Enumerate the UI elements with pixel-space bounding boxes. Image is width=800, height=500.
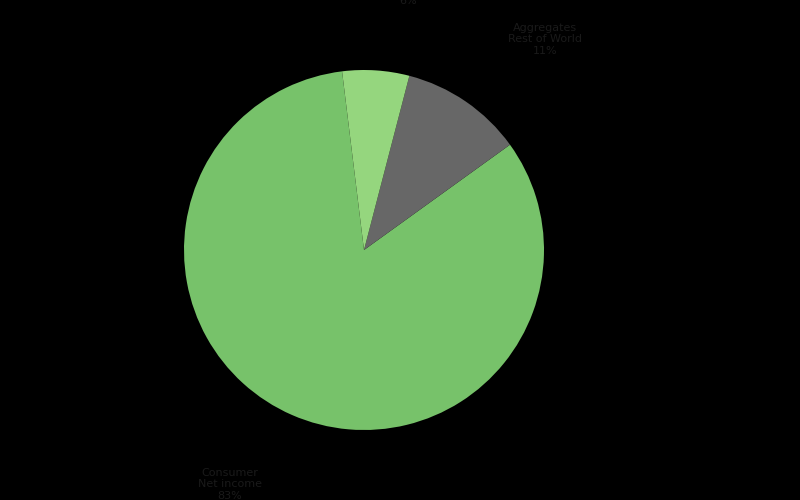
Text: Aggregates
Rest of World
11%: Aggregates Rest of World 11% (509, 22, 582, 56)
Text: Consumer
Net income
83%: Consumer Net income 83% (198, 468, 262, 500)
Wedge shape (184, 72, 544, 430)
Wedge shape (342, 70, 410, 250)
Wedge shape (364, 76, 510, 250)
Text: Upstream
6%: Upstream 6% (381, 0, 435, 6)
